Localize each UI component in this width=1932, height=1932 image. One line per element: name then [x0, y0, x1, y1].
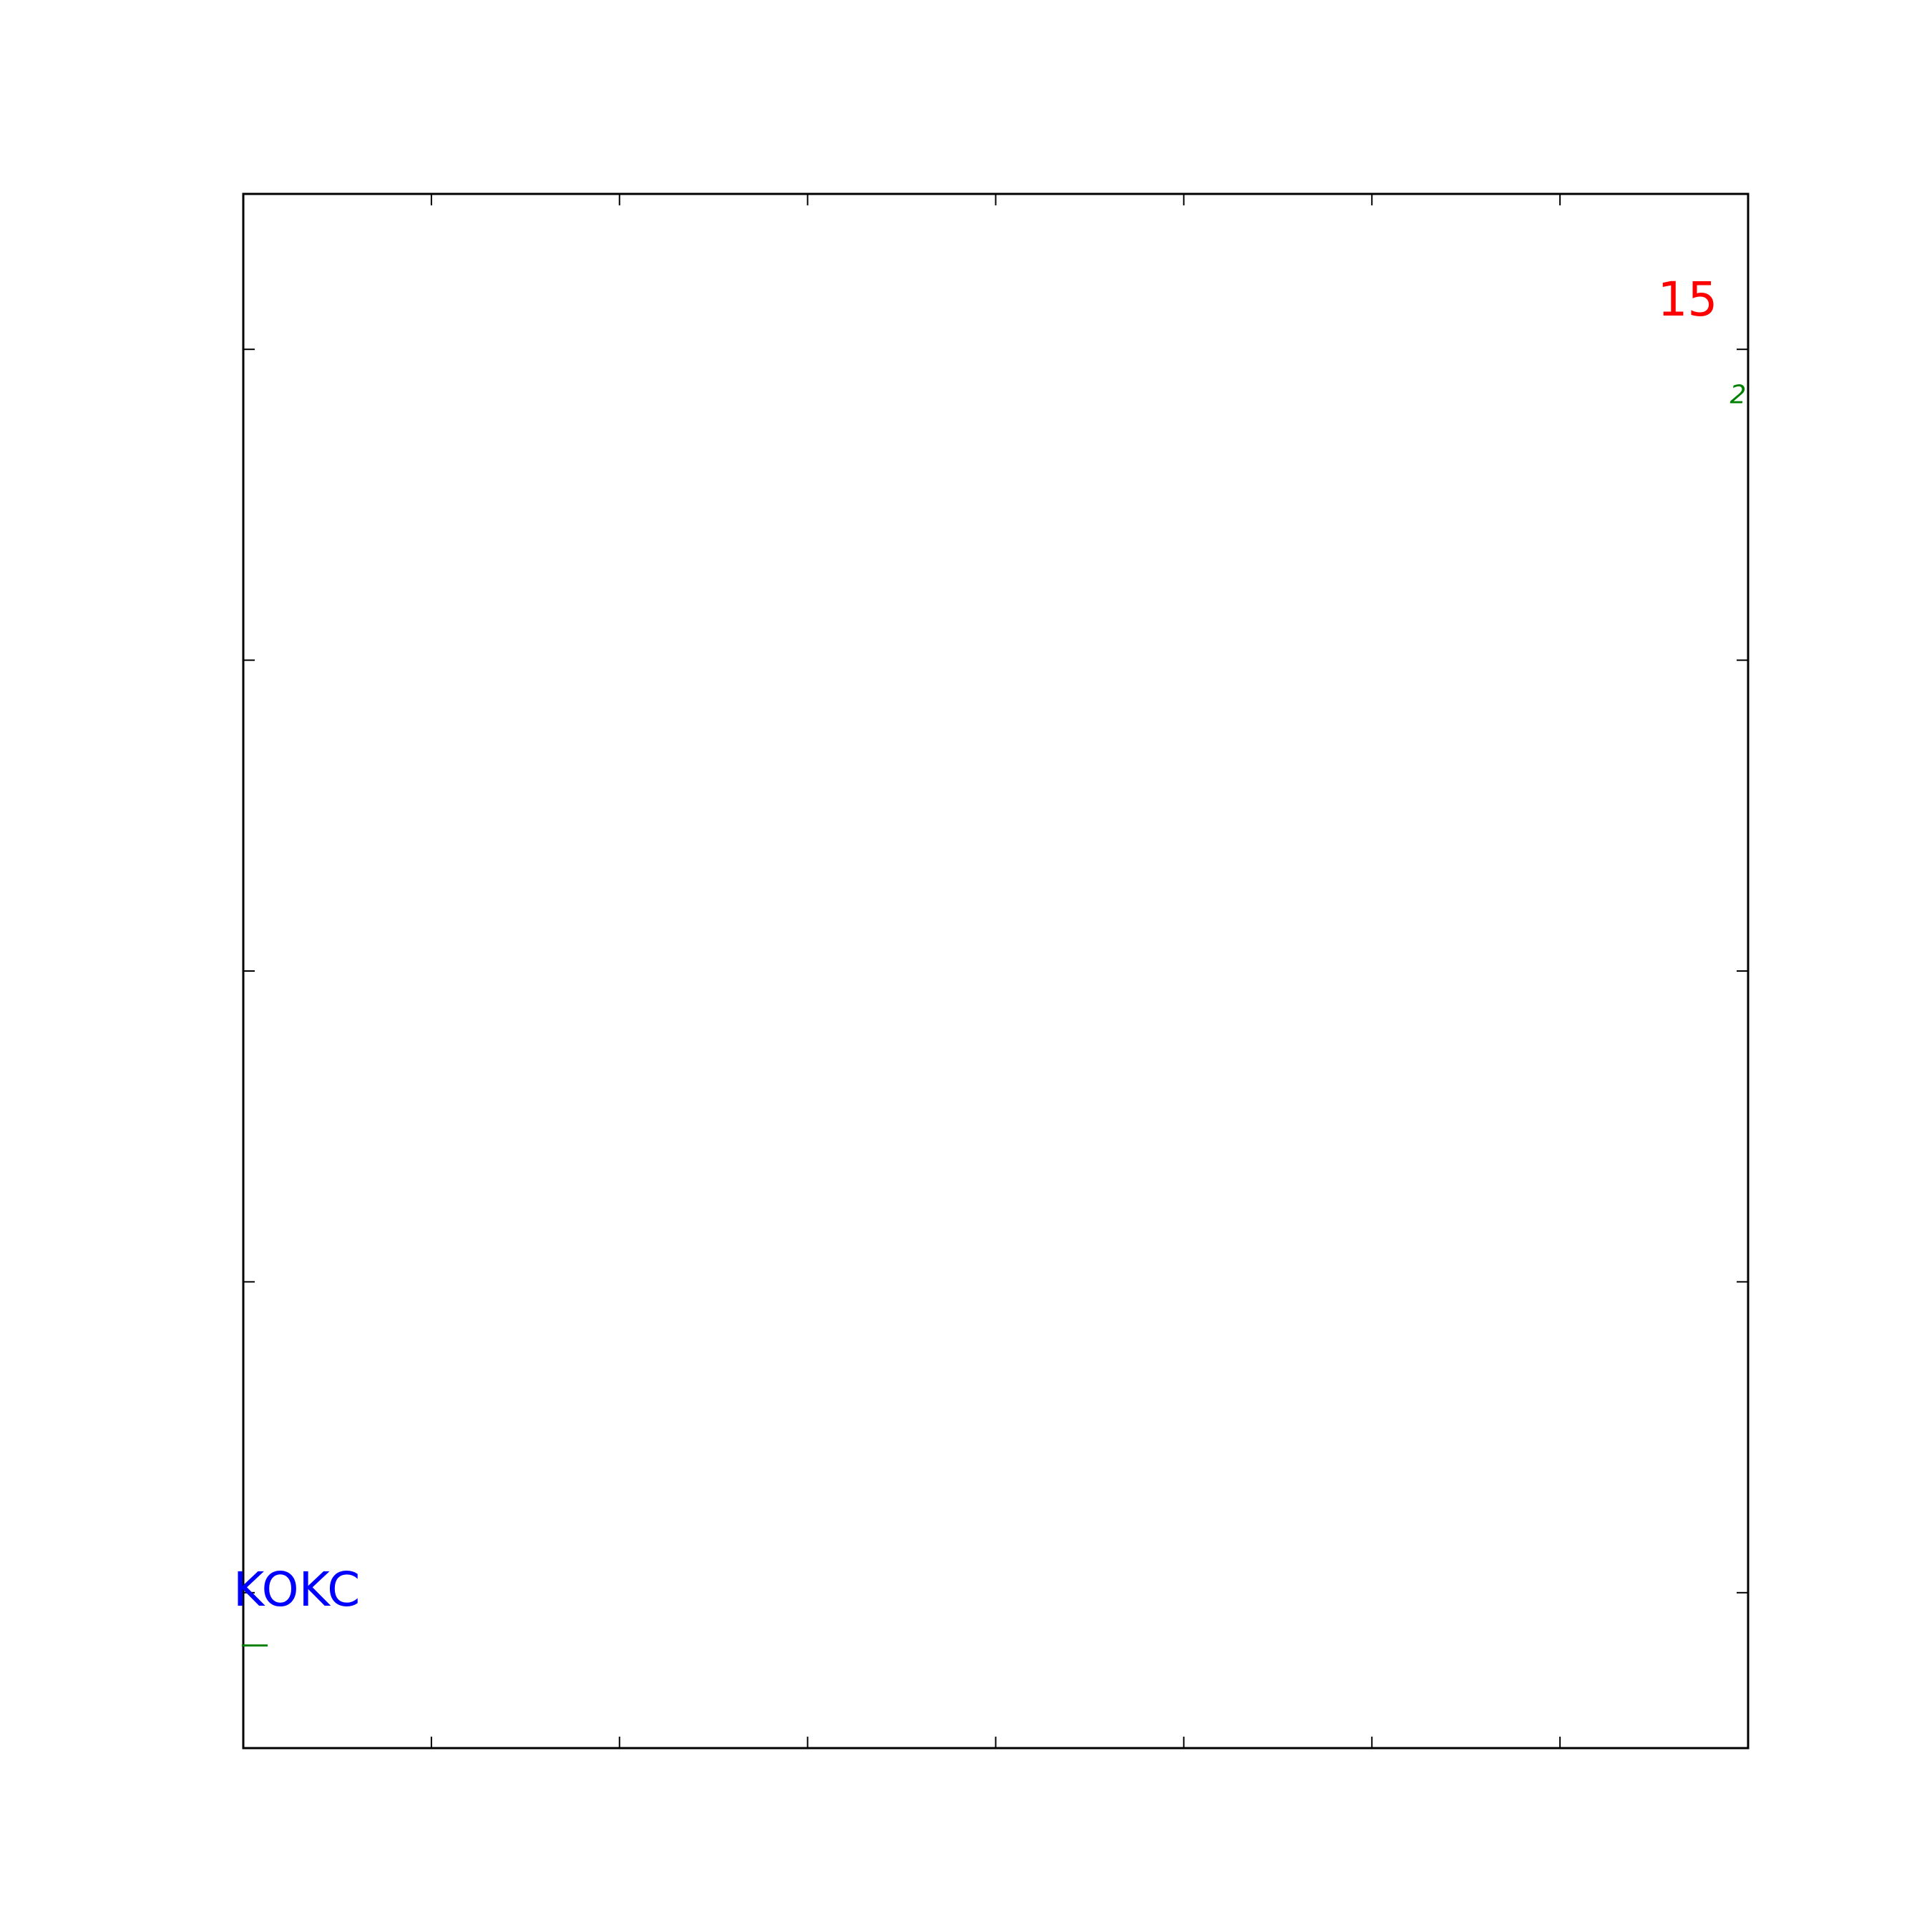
annotation-label: KOKC	[233, 1562, 360, 1617]
marker-symbol: 2	[1730, 380, 1747, 409]
plot-area: — 2 KOKC 15	[233, 192, 1750, 1750]
annotation-label: 15	[1657, 272, 1717, 327]
marker-symbol: —	[240, 1628, 269, 1661]
